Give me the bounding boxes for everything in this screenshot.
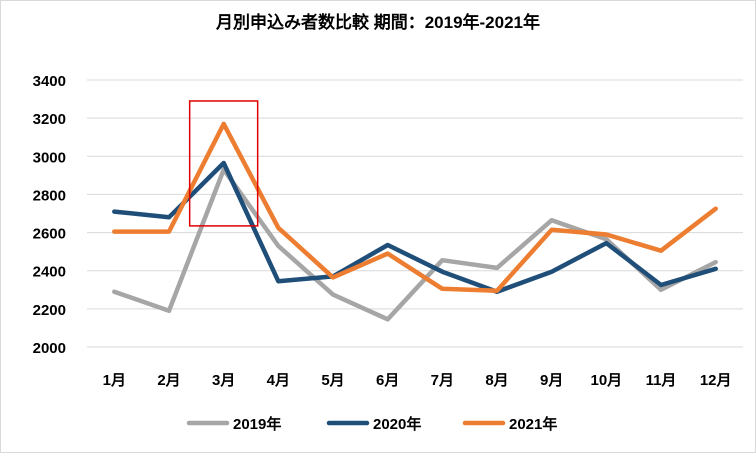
y-tick-label: 3000 (33, 149, 66, 166)
chart-title: 月別申込み者数比較 期間：2019年-2021年 (215, 12, 540, 32)
x-tick-label: 9月 (540, 372, 563, 389)
x-tick-label: 4月 (267, 372, 290, 389)
x-tick-label: 12月 (700, 372, 732, 389)
gridlines (87, 79, 743, 348)
series-lines (112, 121, 718, 322)
series-line-2021年 (112, 121, 718, 293)
y-tick-label: 2800 (33, 187, 66, 204)
x-tick-label: 6月 (376, 372, 399, 389)
x-tick-label: 1月 (103, 372, 126, 389)
y-tick-label: 3200 (33, 111, 66, 128)
highlight-box (188, 100, 259, 227)
x-tick-label: 11月 (646, 372, 677, 389)
x-tick-label: 3月 (212, 372, 235, 389)
legend-label: 2021年 (509, 415, 557, 433)
legend-label: 2019年 (233, 415, 281, 433)
x-tick-label: 5月 (321, 372, 344, 389)
x-tick-label: 8月 (485, 372, 508, 389)
y-tick-label: 2200 (33, 302, 66, 319)
legend: 2019年 2020年 2021年 (186, 415, 557, 433)
y-tick-label: 2400 (33, 264, 66, 281)
series-line-2019年 (112, 167, 718, 322)
x-tick-label: 10月 (590, 372, 622, 389)
annotations (188, 100, 259, 227)
y-tick-label: 3400 (33, 73, 66, 90)
legend-label: 2020年 (373, 415, 421, 433)
x-tick-label: 7月 (431, 372, 454, 389)
y-tick-label: 2600 (33, 226, 66, 243)
y-axis-ticks: 2000 2200 2400 2600 2800 3000 3200 3400 (33, 73, 66, 357)
x-axis-ticks: 1月 2月 3月 4月 5月 6月 7月 8月 9月 10月 11月 12月 (103, 372, 732, 389)
y-tick-label: 2000 (33, 340, 66, 357)
x-tick-label: 2月 (157, 372, 180, 389)
series-line-2020年 (112, 160, 718, 294)
